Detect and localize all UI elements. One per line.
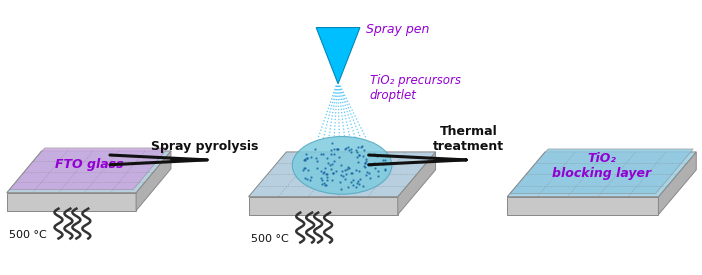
Text: TiO₂
blocking layer: TiO₂ blocking layer xyxy=(552,152,651,180)
Polygon shape xyxy=(510,149,694,194)
Text: Thermal
treatment: Thermal treatment xyxy=(433,125,504,153)
Polygon shape xyxy=(398,152,435,214)
Text: Spray pen: Spray pen xyxy=(366,23,430,35)
Ellipse shape xyxy=(292,136,392,194)
Text: 500 °C: 500 °C xyxy=(251,235,289,244)
Polygon shape xyxy=(136,151,171,211)
Text: Spray pyrolysis: Spray pyrolysis xyxy=(151,140,258,153)
Polygon shape xyxy=(7,193,136,211)
Polygon shape xyxy=(249,152,435,197)
Polygon shape xyxy=(249,197,398,214)
Polygon shape xyxy=(508,197,658,214)
Text: 500 °C: 500 °C xyxy=(8,230,46,240)
Polygon shape xyxy=(508,152,696,197)
Polygon shape xyxy=(7,151,171,193)
Polygon shape xyxy=(658,152,696,214)
Polygon shape xyxy=(316,28,360,84)
Text: FTO glass: FTO glass xyxy=(55,158,123,171)
Polygon shape xyxy=(10,148,168,190)
Text: TiO₂ precursors
droptlet: TiO₂ precursors droptlet xyxy=(370,74,461,102)
